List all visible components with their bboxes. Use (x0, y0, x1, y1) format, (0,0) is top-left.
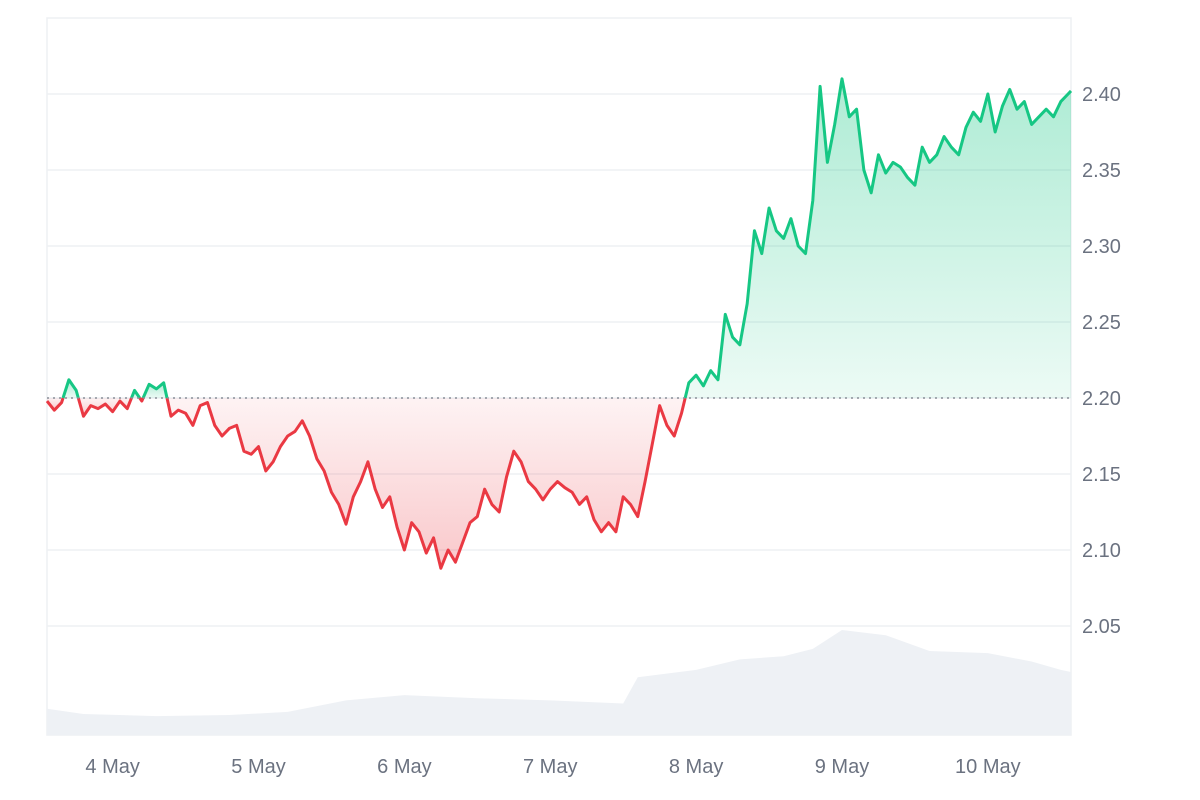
price-line-down (45, 397, 65, 412)
price-line (45, 77, 1073, 570)
volume-area-path (47, 630, 1071, 735)
x-axis: 4 May 5 May 6 May 7 May 8 May 9 May 10 May (85, 756, 1020, 778)
price-line-up (130, 388, 141, 399)
y-tick-label: 2.10 (1082, 540, 1121, 562)
x-tick-label: 8 May (669, 756, 723, 778)
x-tick-label: 10 May (955, 756, 1021, 778)
x-tick-label: 7 May (523, 756, 577, 778)
price-line-down (138, 397, 145, 403)
price-line-down (165, 397, 687, 570)
x-tick-label: 6 May (377, 756, 431, 778)
y-axis: 2.05 2.10 2.15 2.20 2.25 2.30 2.35 2.40 (1082, 84, 1121, 638)
y-tick-label: 2.20 (1082, 388, 1121, 410)
x-tick-label: 9 May (815, 756, 869, 778)
price-line-down (76, 397, 133, 418)
y-tick-label: 2.05 (1082, 616, 1121, 638)
area-above-baseline (685, 78, 1071, 399)
y-tick-label: 2.35 (1082, 160, 1121, 182)
price-line-up (683, 77, 1073, 399)
area-above-baseline (63, 379, 79, 398)
volume-area (47, 630, 1071, 735)
y-tick-label: 2.40 (1082, 84, 1121, 106)
price-area (47, 78, 1071, 569)
area-below-baseline (167, 398, 686, 569)
area-below-baseline (47, 398, 64, 411)
x-tick-label: 4 May (85, 756, 139, 778)
y-tick-label: 2.15 (1082, 464, 1121, 486)
price-line-up (141, 381, 169, 399)
y-tick-label: 2.30 (1082, 236, 1121, 258)
price-line-up (61, 378, 80, 399)
y-tick-label: 2.25 (1082, 312, 1121, 334)
x-tick-label: 5 May (231, 756, 285, 778)
